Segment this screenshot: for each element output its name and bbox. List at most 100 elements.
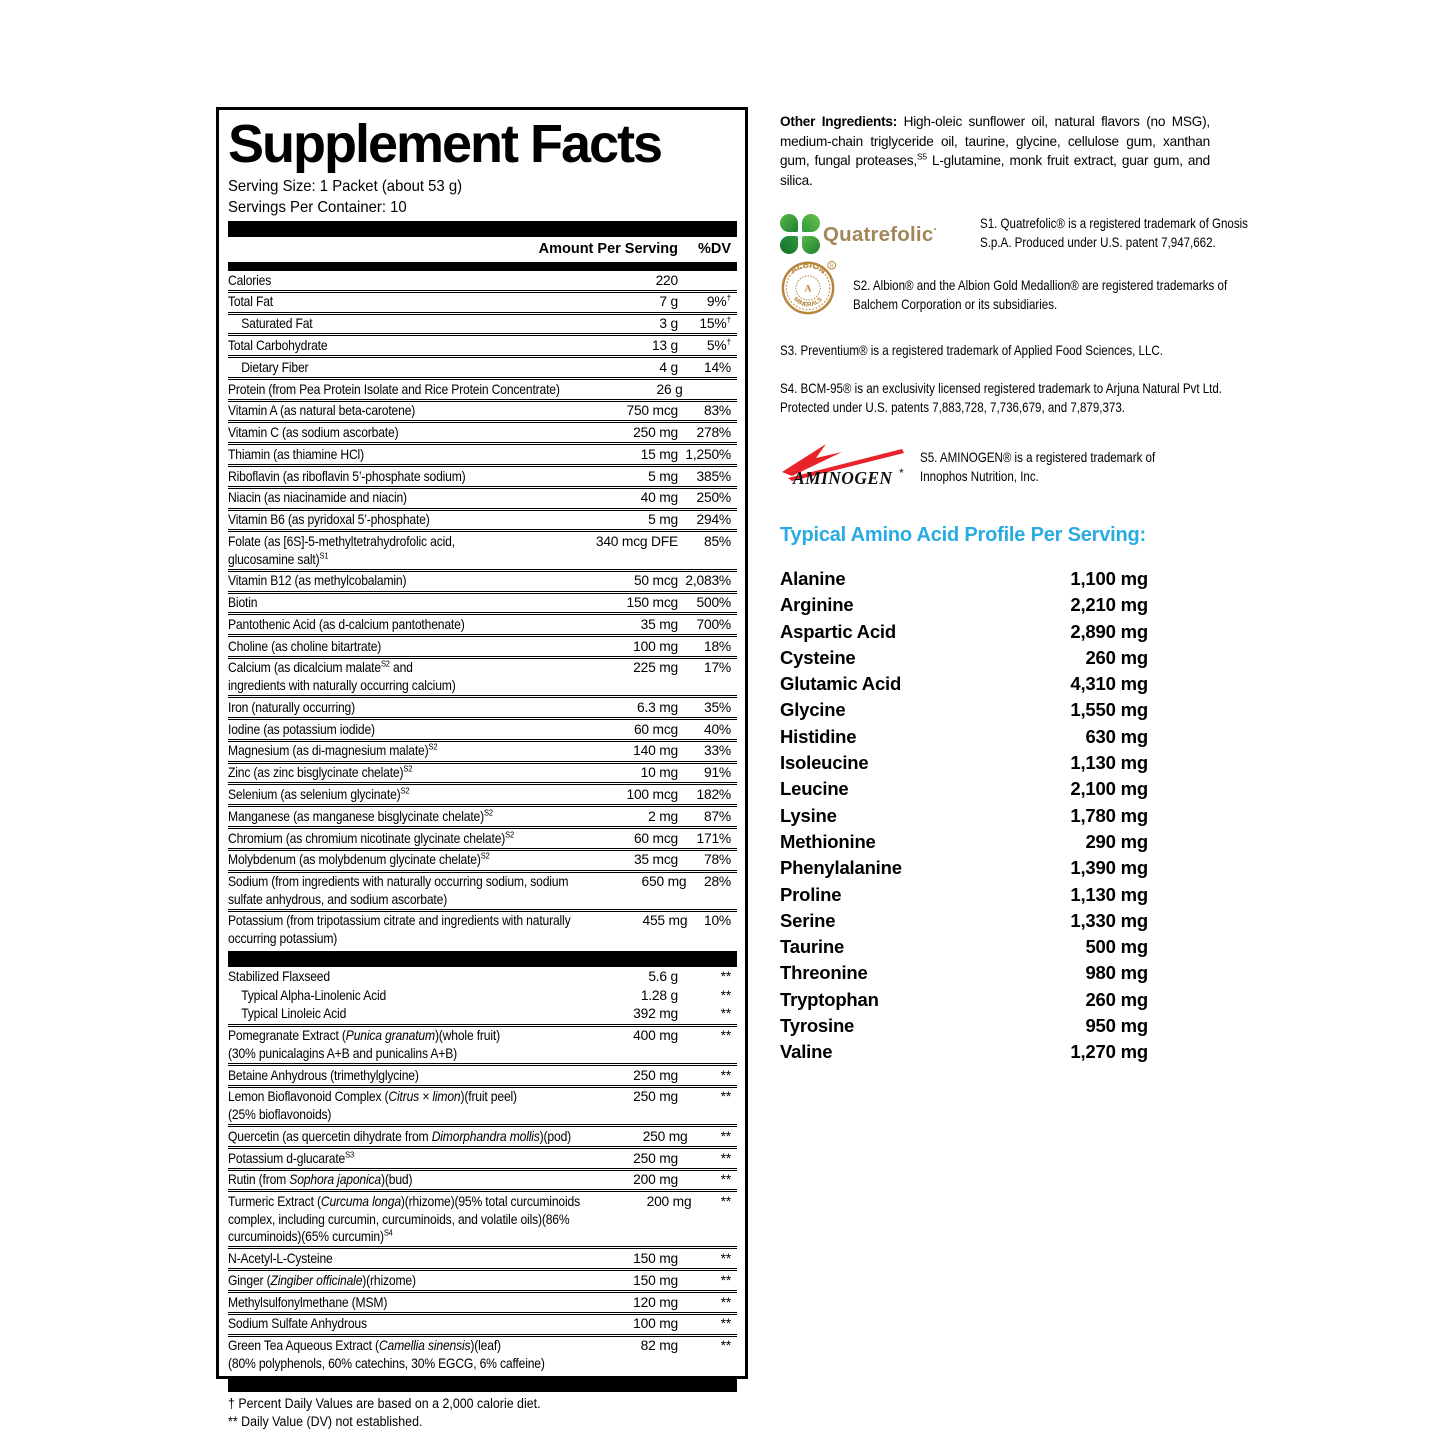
row-dv: 700% <box>696 616 732 632</box>
albion-note-text: S2. Albion® and the Albion Gold Medallio… <box>853 278 1228 312</box>
row-name: Vitamin C (as sodium ascorbate) <box>228 425 399 441</box>
row-amount: 250 mg <box>633 1089 678 1105</box>
nutrient-row: Total Carbohydrate 13 g 5%† <box>228 333 737 355</box>
amino-name: Isoleucine <box>780 752 869 774</box>
divider-bar-header <box>228 262 737 271</box>
row-name: Stabilized Flaxseed <box>228 968 330 984</box>
row-amount: 3 g <box>659 316 678 332</box>
row-name: Choline (as choline bitartrate) <box>228 638 382 654</box>
nutrient-row: Dietary Fiber 4 g 14% <box>228 355 737 377</box>
amino-name: Serine <box>780 909 836 931</box>
percent-dv-header: %DV <box>697 241 731 257</box>
amino-value: 1,100 mg <box>1070 568 1148 589</box>
row-amount: 220 <box>655 272 679 288</box>
row-dv: 14% <box>703 359 731 375</box>
amino-acid-row: Aspartic Acid 2,890 mg <box>780 619 1148 645</box>
amino-value: 980 mg <box>1085 962 1148 984</box>
amino-value: 4,310 mg <box>1070 673 1148 695</box>
row-amount: 250 mg <box>642 1128 688 1144</box>
botanical-row: Methylsulfonylmethane (MSM) 120 mg ** <box>228 1290 737 1312</box>
amino-name: Tryptophan <box>780 988 879 1010</box>
row-name: Ginger (Zingiber officinale)(rhizome) <box>228 1272 416 1288</box>
row-name: Total Carbohydrate <box>228 337 328 353</box>
row-name: Sodium (from ingredients with naturally … <box>228 874 569 907</box>
amino-acid-row: Arginine 2,210 mg <box>780 592 1148 618</box>
row-name: Manganese (as manganese bisglycinate che… <box>228 807 493 824</box>
svg-text:MINERALS: MINERALS <box>792 296 824 309</box>
row-amount: 60 mcg <box>633 721 678 737</box>
clover-leaf <box>780 214 798 232</box>
row-amount: 82 mg <box>640 1338 679 1354</box>
amino-value: 1,550 mg <box>1070 699 1148 721</box>
row-amount: 13 g <box>651 337 678 353</box>
row-amount: 35 mcg <box>633 852 678 868</box>
nutrient-row: Molybdenum (as molybdenum glycinate chel… <box>228 847 737 870</box>
quatrefolic-wordmark: Quatrefolic· <box>823 221 938 246</box>
botanical-row: Typical Alpha-Linolenic Acid 1.28 g ** <box>228 986 737 1005</box>
clover-leaf <box>802 214 820 232</box>
row-amount: 200 mg <box>633 1172 678 1188</box>
footnote-line: ** Daily Value (DV) not established. <box>228 1414 423 1430</box>
row-name: Saturated Fat <box>241 316 313 332</box>
svg-text:AMINOGEN: AMINOGEN <box>792 468 893 488</box>
row-amount: 40 mg <box>640 490 679 506</box>
nutrient-row: Magnesium (as di-magnesium malate)S2 140 … <box>228 738 737 761</box>
amino-value: 260 mg <box>1085 988 1148 1010</box>
row-name: Lemon Bioflavonoid Complex (Citrus × lim… <box>228 1089 517 1122</box>
row-name: Turmeric Extract (Curcuma longa)(rhizome… <box>228 1194 580 1245</box>
aminogen-note-text: S5. AMINOGEN® is a registered trademark … <box>920 450 1156 484</box>
nutrient-row: Vitamin C (as sodium ascorbate) 250 mg 278… <box>228 420 737 442</box>
amino-acid-row: Serine 1,330 mg <box>780 908 1148 934</box>
row-dv: 15%† <box>699 314 731 332</box>
row-amount: 50 mcg <box>633 573 678 589</box>
row-name: Vitamin B6 (as pyridoxal 5’-phosphate) <box>228 512 430 528</box>
row-dv: ** <box>720 1067 732 1083</box>
botanical-row: Turmeric Extract (Curcuma longa)(rhizome… <box>228 1189 737 1246</box>
botanical-row: Pomegranate Extract (Punica granatum)(wh… <box>228 1023 737 1063</box>
row-name: Iodine (as potassium iodide) <box>228 721 375 737</box>
amino-name: Lysine <box>780 804 837 826</box>
nutrient-row: Riboflavin (as riboflavin 5’-phosphate s… <box>228 464 737 486</box>
amino-acid-row: Alanine 1,100 mg <box>780 566 1148 592</box>
amino-value: 950 mg <box>1085 1015 1148 1037</box>
row-name: Riboflavin (as riboflavin 5’-phosphate s… <box>228 468 466 484</box>
amino-acid-row: Leucine 2,100 mg <box>780 776 1148 802</box>
nutrient-row: Biotin 150 mcg 500% <box>228 590 737 613</box>
divider-bar-mid <box>228 951 737 968</box>
botanical-row: Lemon Bioflavonoid Complex (Citrus × lim… <box>228 1084 737 1124</box>
row-dv: 85% <box>703 533 731 549</box>
amino-acid-row: Tryptophan 260 mg <box>780 987 1148 1013</box>
row-name: Zinc (as zinc bisglycinate chelate)S2 <box>228 763 413 781</box>
row-dv: ** <box>720 1194 732 1210</box>
row-dv: 171% <box>696 830 732 846</box>
amino-value: 1,780 mg <box>1070 804 1148 826</box>
row-amount: 250 mg <box>633 1067 678 1083</box>
row-dv: 87% <box>703 808 731 824</box>
supplement-facts-title: Supplement Facts <box>228 114 663 174</box>
row-amount: 10 mg <box>640 765 679 781</box>
row-amount: 392 mg <box>633 1006 678 1022</box>
row-dv: ** <box>720 987 732 1003</box>
row-dv: 91% <box>703 765 731 781</box>
row-amount: 5 mg <box>648 512 678 528</box>
row-amount: 750 mcg <box>626 403 678 419</box>
row-amount: 650 mg <box>641 874 687 890</box>
amino-value: 1,130 mg <box>1070 752 1148 774</box>
row-dv: ** <box>720 1294 732 1310</box>
row-amount: 35 mg <box>640 616 679 632</box>
amino-name: Cysteine <box>780 646 856 668</box>
row-name: Total Fat <box>228 294 273 310</box>
row-name: Pomegranate Extract (Punica granatum)(wh… <box>228 1028 500 1061</box>
column-header: Amount Per Serving %DV <box>228 237 737 260</box>
amino-acid-row: Proline 1,130 mg <box>780 882 1148 908</box>
row-name: Thiamin (as thiamine HCl) <box>228 446 364 462</box>
row-dv: ** <box>720 1251 732 1267</box>
amino-value: 260 mg <box>1085 646 1148 668</box>
clover-leaf <box>780 236 798 254</box>
row-name: Protein (from Pea Protein Isolate and Ri… <box>228 381 560 397</box>
row-name: Typical Alpha-Linolenic Acid <box>241 987 387 1003</box>
row-name: Vitamin A (as natural beta-carotene) <box>228 403 416 419</box>
row-name: Potassium d-glucarateS3 <box>228 1148 354 1166</box>
amino-name: Taurine <box>780 936 845 958</box>
row-name: Selenium (as selenium glycinate)S2 <box>228 785 410 802</box>
